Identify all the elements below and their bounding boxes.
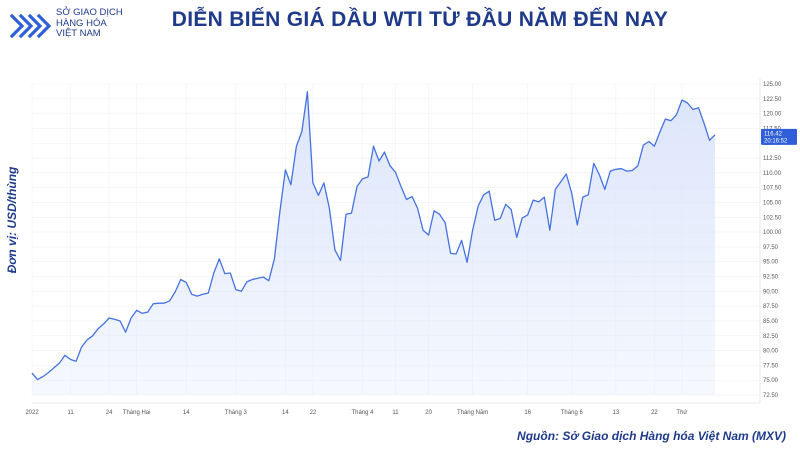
x-tick-label: Tháng 3 [225,410,248,416]
y-tick-label: 72.50 [763,393,779,399]
x-tick-label: Thứ [676,410,687,416]
logo-line-1: SỞ GIAO DỊCH [56,7,123,18]
series-line [31,91,716,381]
y-tick-label: 125.00 [763,82,782,88]
y-tick-label: 122.50 [763,97,782,103]
x-tick-label: 24 [106,410,113,416]
x-tick-label: 20 [425,410,432,416]
x-tick-label: 2022 [25,410,39,416]
y-tick-label: 107.50 [763,186,782,192]
y-tick-label: 110.00 [763,171,782,177]
series-area [32,91,715,395]
y-tick-label: 112.50 [763,156,782,162]
y-tick-label: 92.50 [763,275,779,281]
y-tick-label: 97.50 [763,245,779,251]
logo-line-2: HÀNG HÓA [56,17,107,29]
last-price-badge [761,128,797,145]
y-tick-label: 90.00 [763,289,779,295]
x-tick-label: Tháng 4 [351,410,374,416]
y-tick-label: 80.00 [763,349,779,355]
y-tick-label: 100.00 [763,230,782,236]
y-tick-label: 102.50 [763,215,782,221]
y-tick-label: 87.50 [763,304,779,310]
y-tick-label: 95.00 [763,260,779,266]
y-tick-label: 85.00 [763,319,779,325]
x-tick-label: Tháng 6 [561,410,584,416]
y-tick-label: 105.00 [763,200,782,206]
x-tick-label: 14 [282,410,289,416]
logo-line-3: VIỆT NAM [56,28,101,39]
last-price-value: 116.42 [764,131,783,137]
page-title: DIỄN BIẾN GIÁ DẦU WTI TỪ ĐẦU NĂM ĐẾN NAY [171,8,669,31]
last-price-time: 20:16:52 [764,138,788,144]
logo-icon [9,13,52,39]
y-tick-label: 120.00 [763,112,782,118]
y-tick-label: 82.50 [763,334,779,340]
x-tick-label: Tháng Hai [123,410,151,416]
x-tick-label: 16 [524,410,531,416]
y-tick-label: 75.00 [763,378,779,384]
x-tick-label: 11 [392,410,399,416]
source-note: Nguồn: Sở Giao dịch Hàng hóa Việt Nam (M… [517,429,786,443]
logo-text: SỞ GIAO DỊCH HÀNG HÓA VIỆT NAM [56,7,123,40]
x-tick-label: 14 [183,410,190,416]
x-tick-label: Tháng Năm [457,410,488,416]
x-tick-label: 22 [651,410,658,416]
x-tick-label: 13 [613,410,620,416]
x-tick-label: 11 [67,410,74,416]
y-tick-label: 77.50 [763,363,779,369]
x-tick-label: 22 [310,410,317,416]
